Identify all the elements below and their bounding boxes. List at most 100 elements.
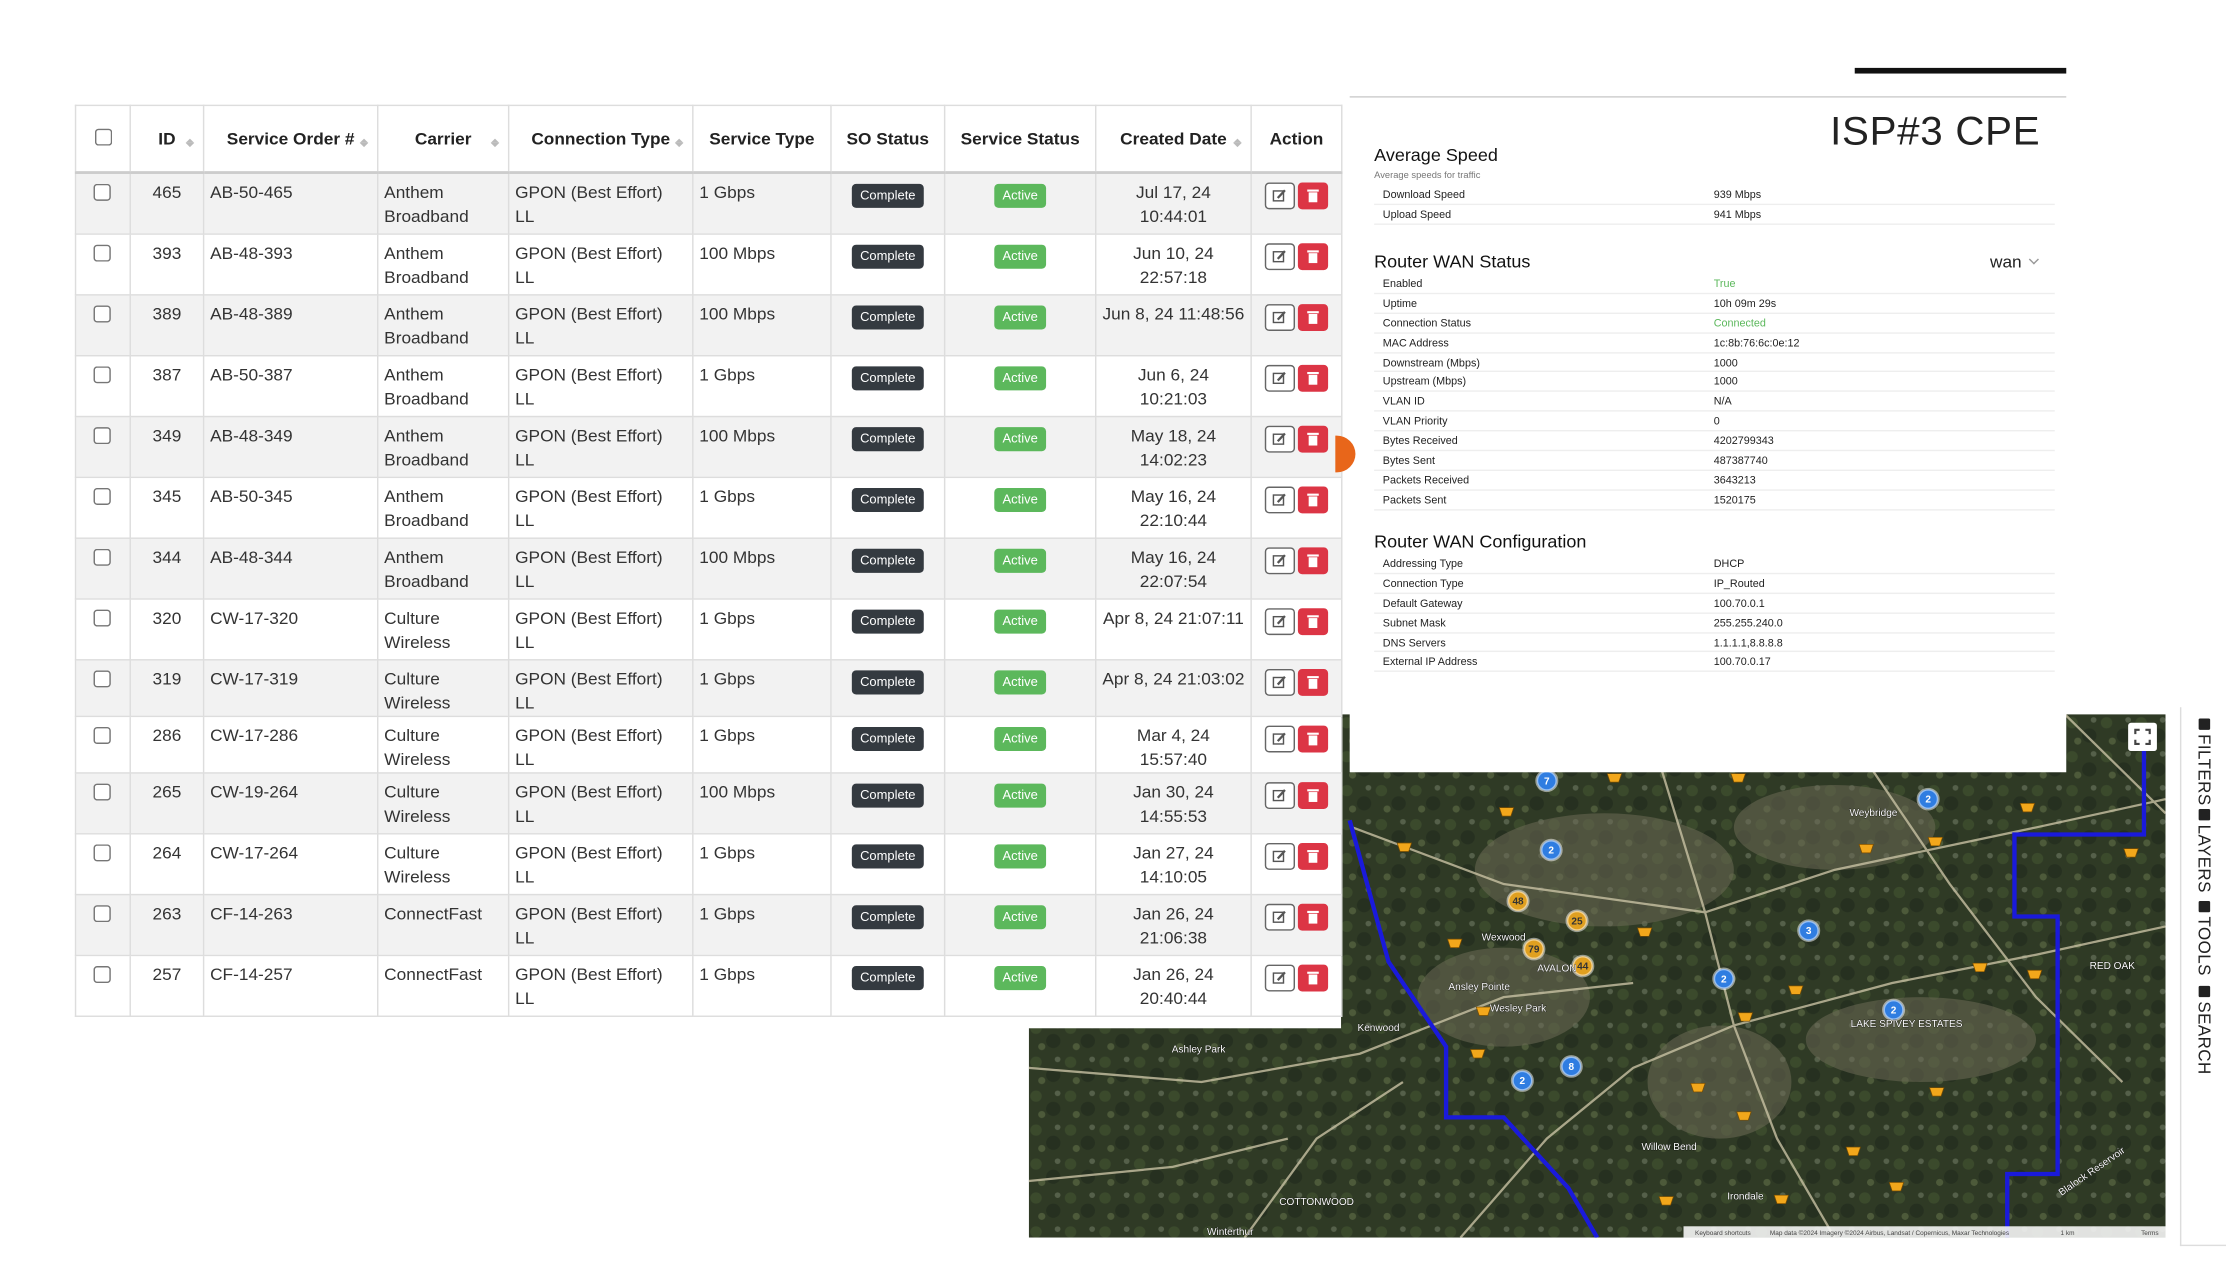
- site-marker[interactable]: [1470, 1049, 1486, 1059]
- notification-dot[interactable]: [1335, 435, 1356, 473]
- delete-button[interactable]: [1297, 364, 1329, 392]
- delete-button[interactable]: [1297, 903, 1329, 930]
- delete-button[interactable]: [1297, 963, 1329, 991]
- edit-button[interactable]: [1264, 607, 1296, 635]
- cluster[interactable]: 8: [1559, 1055, 1583, 1078]
- site-marker[interactable]: [1396, 842, 1413, 852]
- delete-button[interactable]: [1297, 781, 1329, 809]
- edit-button[interactable]: [1264, 546, 1296, 574]
- edit-button[interactable]: [1264, 485, 1296, 513]
- delete-button[interactable]: [1297, 668, 1329, 696]
- edit-button[interactable]: [1264, 668, 1296, 696]
- site-marker[interactable]: [1475, 1006, 1492, 1016]
- row-checkbox[interactable]: [93, 669, 111, 687]
- edit-button[interactable]: [1264, 182, 1296, 210]
- cluster[interactable]: 2: [1712, 967, 1736, 991]
- side-tab[interactable]: SEARCH: [2194, 985, 2214, 1075]
- attribution-text[interactable]: Keyboard shortcuts: [1695, 1230, 1751, 1237]
- column-header[interactable]: Connection Type: [507, 104, 694, 174]
- interface-selector[interactable]: wan: [1990, 252, 2038, 272]
- column-header[interactable]: Created Date: [1095, 104, 1252, 174]
- site-marker[interactable]: [1690, 1083, 1706, 1093]
- row-checkbox[interactable]: [93, 782, 111, 800]
- site-marker[interactable]: [1788, 985, 1804, 995]
- delete-button[interactable]: [1297, 303, 1329, 331]
- site-marker[interactable]: [1606, 773, 1623, 783]
- site-marker[interactable]: [1929, 1087, 1945, 1097]
- delete-button[interactable]: [1297, 425, 1329, 452]
- sort-icon[interactable]: [490, 134, 500, 148]
- site-marker[interactable]: [2019, 803, 2036, 813]
- cluster[interactable]: 2: [1539, 838, 1563, 862]
- site-marker[interactable]: [1858, 844, 1874, 854]
- select-all-checkbox[interactable]: [94, 128, 112, 145]
- sort-icon[interactable]: [674, 134, 684, 148]
- cluster[interactable]: 2: [1510, 1069, 1534, 1092]
- action-cell: [1250, 771, 1343, 834]
- site-marker[interactable]: [1658, 1196, 1674, 1206]
- edit-button[interactable]: [1264, 364, 1296, 392]
- row-checkbox[interactable]: [93, 843, 111, 861]
- site-marker[interactable]: [1636, 927, 1653, 937]
- side-tab[interactable]: LAYERS: [2194, 809, 2214, 893]
- site-marker[interactable]: [2123, 848, 2139, 858]
- side-tab[interactable]: FILTERS: [2194, 718, 2214, 806]
- edit-button[interactable]: [1264, 963, 1296, 991]
- site-marker[interactable]: [1888, 1182, 1905, 1192]
- column-header[interactable]: Carrier: [376, 104, 510, 174]
- cluster[interactable]: 48: [1506, 889, 1530, 913]
- site-marker[interactable]: [1927, 836, 1944, 847]
- column-header[interactable]: Service Order #: [202, 104, 379, 174]
- edit-button[interactable]: [1264, 842, 1296, 870]
- site-marker[interactable]: [1737, 1012, 1754, 1022]
- side-tab[interactable]: TOOLS: [2194, 900, 2214, 976]
- satellite-map[interactable]: 48 25 79 44 7 2 3 2 2 8 2 2 Weybridge Wexwood AVALON A…: [1028, 714, 2166, 1238]
- site-marker[interactable]: [1972, 962, 1988, 973]
- attribution-text[interactable]: Terms: [2141, 1230, 2159, 1237]
- site-marker[interactable]: [1498, 807, 1515, 817]
- row-checkbox[interactable]: [93, 487, 111, 505]
- fullscreen-button[interactable]: [2128, 722, 2157, 752]
- delete-button[interactable]: [1297, 485, 1329, 513]
- delete-button[interactable]: [1297, 842, 1329, 870]
- row-checkbox[interactable]: [93, 304, 111, 322]
- sort-icon[interactable]: [185, 134, 195, 148]
- column-header[interactable]: ID: [129, 104, 205, 174]
- site-marker[interactable]: [1730, 773, 1746, 783]
- delete-button[interactable]: [1297, 242, 1329, 270]
- row-checkbox[interactable]: [93, 608, 111, 626]
- row-checkbox[interactable]: [93, 548, 111, 566]
- cluster[interactable]: 2: [1882, 998, 1906, 1022]
- row-checkbox[interactable]: [93, 183, 111, 201]
- site-marker[interactable]: [1773, 1194, 1790, 1205]
- delete-button[interactable]: [1297, 607, 1329, 635]
- delete-button[interactable]: [1297, 182, 1329, 210]
- edit-button[interactable]: [1264, 303, 1296, 331]
- row-checkbox[interactable]: [93, 726, 111, 744]
- delete-button[interactable]: [1297, 724, 1329, 752]
- row-checkbox[interactable]: [93, 426, 111, 444]
- site-marker[interactable]: [1447, 938, 1463, 949]
- cluster[interactable]: 79: [1522, 937, 1546, 961]
- sort-icon[interactable]: [359, 134, 369, 148]
- cluster[interactable]: 25: [1565, 909, 1589, 933]
- edit-button[interactable]: [1264, 903, 1296, 930]
- site-marker[interactable]: [1736, 1111, 1752, 1121]
- row-checkbox[interactable]: [93, 965, 111, 983]
- delete-button[interactable]: [1297, 546, 1329, 574]
- edit-button[interactable]: [1264, 781, 1296, 809]
- row-checkbox[interactable]: [93, 904, 111, 922]
- site-marker[interactable]: [1845, 1146, 1861, 1156]
- cluster[interactable]: 44: [1571, 954, 1595, 978]
- info-label: Upload Speed: [1382, 207, 1452, 221]
- edit-button[interactable]: [1264, 425, 1296, 452]
- site-marker[interactable]: [2026, 969, 2043, 980]
- sort-icon[interactable]: [1233, 134, 1242, 148]
- row-checkbox[interactable]: [93, 243, 111, 261]
- cluster[interactable]: 3: [1797, 919, 1821, 942]
- cluster[interactable]: 2: [1916, 787, 1940, 811]
- edit-button[interactable]: [1264, 242, 1296, 270]
- row-checkbox[interactable]: [93, 365, 111, 383]
- edit-button[interactable]: [1264, 724, 1296, 752]
- cluster[interactable]: 7: [1535, 769, 1559, 793]
